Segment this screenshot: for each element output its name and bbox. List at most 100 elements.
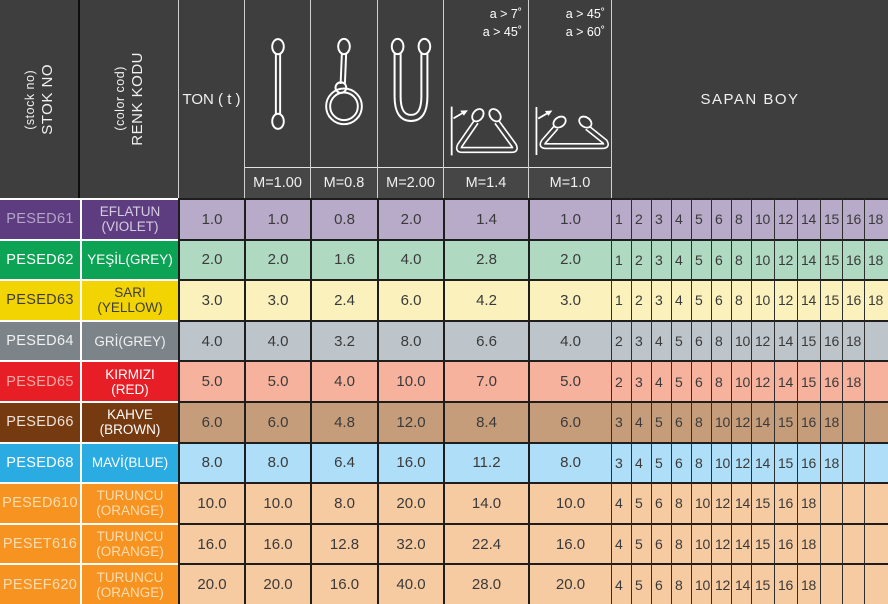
length-cell: 4 [651,319,671,361]
length-cell: 12 [774,279,797,320]
color-name-cell: TURUNCU (ORANGE) [80,482,178,523]
length-cell: 18 [797,522,820,564]
load-value-cell: 16.0 [310,563,377,604]
load-value-cell: 20.0 [528,563,611,604]
length-cell: 14 [797,279,820,320]
length-cell: 6 [651,522,671,564]
load-value-cell: 4.2 [443,279,528,320]
length-cell: 3 [651,238,671,280]
load-value-cell: 4.0 [528,319,611,361]
ring-sling-icon [319,36,369,132]
length-cell: 16 [797,441,820,483]
color-name-cell: TURUNCU (ORANGE) [80,522,178,564]
header-mode-vertical: M=1.00 [244,0,310,198]
load-value-cell: 28.0 [443,563,528,604]
header-sapan-boy-label: SAPAN BOY [700,90,800,108]
table-row: PESED610 TURUNCU (ORANGE) 10.0 10.0 8.0 20.0 14… [0,482,888,523]
length-cell: 10 [691,563,711,604]
length-cell: 5 [671,360,691,401]
length-cell [842,563,864,604]
ton-cell: 8.0 [178,441,244,483]
length-cell: 8 [711,319,731,361]
length-cell: 8 [731,198,751,239]
length-cell: 4 [671,279,691,320]
header-color-code: RENK KODU (color cod) [80,0,178,198]
table-row: PESED68 MAVİ(BLUE) 8.0 8.0 6.4 16.0 11.2 8.0 3 4 5… [0,441,888,483]
length-cell: 18 [864,279,888,320]
load-value-cell: 6.0 [377,279,443,320]
length-cell: 16 [842,238,864,280]
length-cell: 14 [797,238,820,280]
table-row: PESED66 KAHVE (BROWN) 6.0 6.0 4.8 12.0 8.4 6.0 3 4… [0,400,888,442]
length-cell: 1 [611,198,631,239]
length-cell: 6 [691,319,711,361]
load-value-cell: 12.8 [310,522,377,564]
stock-no-cell: PESED63 [0,279,80,320]
length-cell: 18 [864,238,888,280]
table-row: PESED63 SARI (YELLOW) 3.0 3.0 2.4 6.0 4.2 3.0 1 2 3… [0,279,888,320]
color-name-cell: SARI (YELLOW) [80,279,178,320]
load-value-cell: 3.0 [528,279,611,320]
header-mode-two-leg-wide: a > 45˚ a > 60˚ [528,0,611,198]
load-value-cell: 20.0 [377,482,443,523]
length-cell: 6 [671,400,691,442]
length-cell: 15 [774,441,797,483]
length-cell: 8 [671,482,691,523]
length-cell: 12 [774,238,797,280]
mode-factor-3: M=2.00 [378,167,443,198]
stock-no-cell: PESED64 [0,319,80,361]
load-value-cell: 40.0 [377,563,443,604]
table-row: PESED65 KIRMIZI (RED) 5.0 5.0 4.0 10.0 7.0 5.0 2 3… [0,360,888,401]
load-value-cell: 12.0 [377,400,443,442]
table-body: PESED61 EFLATUN (VIOLET) 1.0 1.0 0.8 2.0 1.4 1.0… [0,198,888,604]
load-value-cell: 10.0 [244,482,310,523]
length-cell: 1 [611,238,631,280]
length-cell: 3 [631,360,651,401]
load-value-cell: 32.0 [377,522,443,564]
length-cell: 16 [842,198,864,239]
length-cell: 16 [774,482,797,523]
table-row: PESED64 GRİ(GREY) 4.0 4.0 3.2 8.0 6.6 4.0 2 3 4 5 6 8… [0,319,888,361]
angle-labels-two-leg: a > 7˚ a > 45˚ [482,7,522,40]
length-cell [820,563,842,604]
ton-cell: 2.0 [178,238,244,280]
color-name-cell: KAHVE (BROWN) [80,400,178,442]
ton-cell: 5.0 [178,360,244,401]
length-cell: 6 [711,279,731,320]
table-header: STOK NO (stock no) RENK KODU (color cod)… [0,0,888,198]
load-value-cell: 20.0 [244,563,310,604]
length-cell: 15 [797,360,820,401]
length-cell: 15 [751,563,774,604]
load-value-cell: 6.0 [244,400,310,442]
length-cell: 5 [651,441,671,483]
length-cell: 4 [671,198,691,239]
stock-no-cell: PESEF620 [0,563,80,604]
length-cell: 14 [731,522,751,564]
length-cell: 10 [751,198,774,239]
two-leg-sling-icon [447,103,525,159]
load-value-cell: 4.0 [377,238,443,280]
length-cell: 2 [631,198,651,239]
mode-factor-5: M=1.0 [529,167,611,198]
length-cell [842,482,864,523]
color-name-cell: EFLATUN (VIOLET) [80,198,178,239]
load-value-cell: 8.0 [310,482,377,523]
header-ton-label: TON ( t ) [182,90,241,108]
length-cell: 18 [797,482,820,523]
length-cell: 10 [751,238,774,280]
length-cell: 3 [631,319,651,361]
length-cell: 14 [731,563,751,604]
load-value-cell: 2.8 [443,238,528,280]
length-cell: 12 [711,563,731,604]
load-value-cell: 4.0 [310,360,377,401]
length-cell: 4 [611,482,631,523]
ton-cell: 20.0 [178,563,244,604]
length-cell: 4 [631,400,651,442]
length-cell: 2 [631,238,651,280]
length-cell [864,400,888,442]
load-value-cell: 1.6 [310,238,377,280]
length-cell: 18 [797,563,820,604]
length-cell: 16 [774,563,797,604]
load-value-cell: 4.0 [244,319,310,361]
mode-factor-4: M=1.4 [444,167,528,198]
